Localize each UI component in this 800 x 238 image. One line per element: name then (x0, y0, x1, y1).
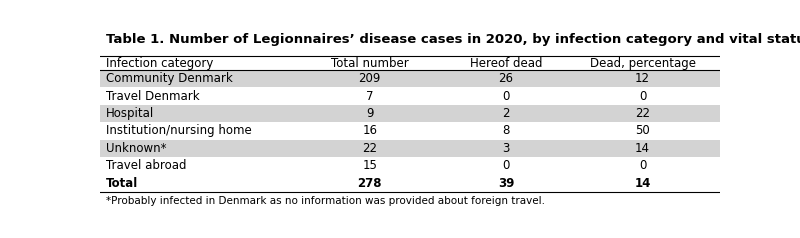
Text: 39: 39 (498, 177, 514, 190)
Bar (100, 122, 720, 139)
Bar (100, 70, 720, 87)
Bar (100, 157, 720, 174)
Bar (100, 175, 720, 192)
Text: 14: 14 (635, 142, 650, 155)
Text: 0: 0 (639, 89, 646, 103)
Text: 26: 26 (498, 72, 514, 85)
Text: Infection category: Infection category (106, 57, 214, 70)
Text: 22: 22 (635, 107, 650, 120)
Text: *Probably infected in Denmark as no information was provided about foreign trave: *Probably infected in Denmark as no info… (106, 196, 546, 206)
Bar (100, 105, 720, 122)
Text: 278: 278 (358, 177, 382, 190)
Text: 7: 7 (366, 89, 374, 103)
Text: Hereof dead: Hereof dead (470, 57, 542, 70)
Text: Dead, percentage: Dead, percentage (590, 57, 695, 70)
Text: 8: 8 (502, 124, 510, 137)
Text: 0: 0 (502, 159, 510, 172)
Text: 209: 209 (358, 72, 381, 85)
Bar (100, 88, 720, 105)
Text: 3: 3 (502, 142, 510, 155)
Text: 0: 0 (502, 89, 510, 103)
Text: 16: 16 (362, 124, 378, 137)
Text: Community Denmark: Community Denmark (106, 72, 233, 85)
Text: 0: 0 (639, 159, 646, 172)
Text: 9: 9 (366, 107, 374, 120)
Text: 14: 14 (634, 177, 650, 190)
Text: Unknown*: Unknown* (106, 142, 166, 155)
Text: 50: 50 (635, 124, 650, 137)
Text: 2: 2 (502, 107, 510, 120)
Bar (100, 140, 720, 157)
Text: Travel Denmark: Travel Denmark (106, 89, 200, 103)
Text: 15: 15 (362, 159, 377, 172)
Text: 22: 22 (362, 142, 378, 155)
Text: Institution/nursing home: Institution/nursing home (106, 124, 252, 137)
Text: Total: Total (106, 177, 138, 190)
Text: Hospital: Hospital (106, 107, 154, 120)
Text: 12: 12 (635, 72, 650, 85)
Text: Table 1. Number of Legionnaires’ disease cases in 2020, by infection category an: Table 1. Number of Legionnaires’ disease… (106, 33, 800, 46)
Text: Total number: Total number (331, 57, 409, 70)
Text: Travel abroad: Travel abroad (106, 159, 186, 172)
